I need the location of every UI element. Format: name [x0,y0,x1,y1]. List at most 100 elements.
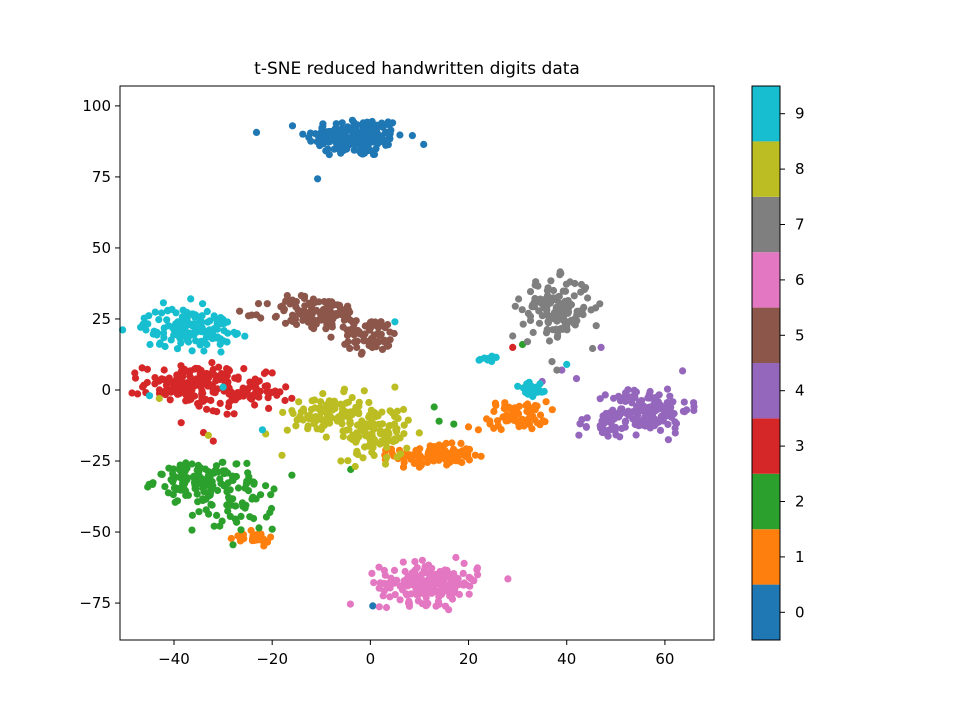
data-point [233,518,241,526]
data-point [663,385,672,393]
data-point [202,379,210,387]
data-point [461,446,469,454]
series-digit-2 [144,340,527,549]
data-point [188,460,196,468]
data-point [380,566,388,575]
data-point [344,457,352,465]
data-point [341,314,349,323]
data-point [375,563,383,571]
data-point [224,507,232,515]
data-point [370,579,378,587]
data-point [272,312,280,320]
data-point [128,389,136,397]
data-point [418,556,426,564]
data-point [345,134,353,142]
data-point [661,404,670,412]
data-point [209,329,217,337]
data-point [158,309,166,317]
data-point [659,411,667,419]
colorbar-segment-7 [752,196,780,253]
data-point [317,425,325,433]
data-point [641,422,650,430]
data-point [222,481,230,489]
data-point [635,398,644,406]
data-point [310,325,318,333]
data-point [186,367,194,375]
data-point [292,320,301,329]
colorbar-tick-label: 5 [795,326,805,344]
data-point [359,454,367,462]
data-point [435,441,443,449]
colorbar-tick-label: 4 [795,382,805,400]
colorbar: 0 1 2 3 4 5 6 7 8 9 [751,85,805,641]
data-point [368,343,376,352]
y-tick-label: −50 [79,523,111,541]
data-point [169,478,177,486]
data-point [535,319,544,327]
data-point [378,345,387,353]
data-point [286,300,294,308]
data-point [244,384,253,392]
data-point [617,405,625,413]
data-point [202,476,210,484]
data-point [522,388,530,397]
data-point [599,412,607,420]
data-point [401,567,409,576]
data-point [144,320,152,328]
data-point [387,120,395,128]
data-point [642,404,650,412]
data-point [263,388,271,396]
data-point [228,396,236,404]
data-point [233,460,241,468]
data-point [241,332,249,340]
x-tick-label: 40 [557,650,576,668]
data-point [241,504,249,512]
data-point [542,398,550,406]
data-point [683,406,691,414]
data-point [422,594,430,602]
data-point [583,414,591,422]
data-point [556,268,564,276]
data-point [504,575,512,583]
data-point [541,418,549,426]
data-point [369,602,377,610]
data-point [206,491,214,499]
data-point [561,299,569,307]
data-point [323,322,331,330]
data-point [396,596,404,604]
data-point [230,410,238,418]
data-point [596,300,604,308]
data-point [326,313,335,322]
data-point [188,526,196,534]
data-point [390,329,398,338]
series-digit-1 [227,398,556,550]
data-point [198,393,206,401]
data-point [414,597,422,605]
data-point [459,581,467,589]
data-point [182,459,190,467]
data-point [474,426,482,434]
data-point [131,369,139,377]
data-point [231,374,239,382]
data-point [184,491,192,499]
data-point [307,137,315,145]
y-tick-label: 25 [92,310,111,328]
data-point [532,383,540,391]
series-digit-8 [155,383,423,471]
data-point [597,343,605,351]
data-point [169,491,177,499]
data-point [386,131,394,139]
data-point [336,301,344,309]
data-point [524,400,532,408]
data-point [592,322,600,330]
data-point [281,396,289,405]
data-point [187,295,195,303]
data-point [170,331,178,339]
data-point [630,386,638,394]
data-point [573,317,581,325]
x-tick-label: 60 [655,650,674,668]
data-point [473,566,481,574]
data-point [560,313,568,321]
data-point [465,590,473,598]
data-point [255,532,263,540]
